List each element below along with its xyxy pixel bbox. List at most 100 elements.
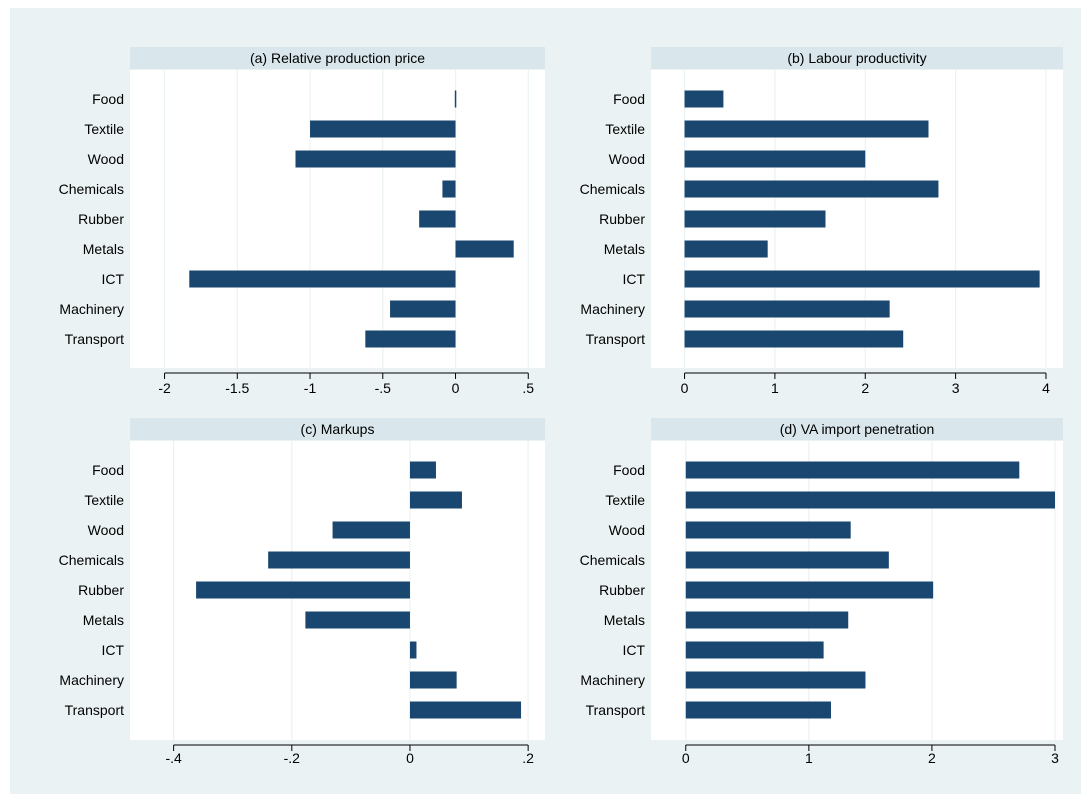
category-label: Rubber (599, 211, 645, 227)
category-label: Wood (88, 151, 124, 167)
bar-machinery (409, 671, 457, 689)
category-label: ICT (101, 271, 124, 287)
bar-rubber (684, 210, 826, 228)
bar-transport (685, 701, 831, 719)
x-tick-label: 1 (771, 380, 779, 396)
category-label: Wood (609, 151, 645, 167)
x-tick-label: 0 (681, 380, 689, 396)
bar-ict (409, 641, 417, 659)
bar-metals (455, 240, 514, 258)
category-label: Rubber (78, 582, 124, 598)
category-label: Machinery (580, 672, 645, 688)
category-label: Transport (586, 331, 646, 347)
panel-markups: (c) Markups Food Textile Wood Chemicals Rubbe… (59, 418, 545, 766)
category-label: ICT (101, 642, 124, 658)
category-label: ICT (622, 642, 645, 658)
bar-ict (685, 641, 824, 659)
x-tick-label: 3 (1051, 750, 1059, 766)
bar-food (454, 90, 457, 108)
x-tick-label: 0 (452, 380, 460, 396)
x-tick-label: -.5 (375, 380, 392, 396)
panel-title-strip (130, 47, 545, 69)
panel-relative-production-price: (a) Relative production price Food Textile… (59, 47, 545, 396)
x-tick-label: 3 (952, 380, 960, 396)
bar-chemicals (684, 180, 939, 198)
bar-metals (685, 611, 849, 629)
category-label: Transport (65, 702, 125, 718)
x-tick-label: .5 (522, 380, 534, 396)
bar-chemicals (268, 551, 410, 569)
bar-food (409, 461, 436, 479)
panel-title: (a) Relative production price (250, 50, 425, 66)
bar-transport (684, 330, 904, 348)
category-label: Machinery (59, 301, 124, 317)
category-label: Chemicals (580, 552, 645, 568)
category-label: Machinery (580, 301, 645, 317)
category-label: Textile (84, 492, 124, 508)
category-label: Rubber (599, 582, 645, 598)
x-tick-label: 2 (928, 750, 936, 766)
bar-machinery (685, 671, 866, 689)
panel-title: (c) Markups (301, 421, 375, 437)
bar-textile (684, 120, 929, 138)
bar-transport (365, 330, 456, 348)
bar-textile (409, 491, 462, 509)
category-label: Food (92, 91, 124, 107)
category-label: Metals (604, 241, 645, 257)
panel-title: (b) Labour productivity (787, 50, 926, 66)
panel-labour-productivity: (b) Labour productivity Food Textile Wood Ch… (580, 47, 1063, 396)
bar-wood (684, 150, 866, 168)
bar-wood (685, 521, 851, 539)
category-label: Metals (604, 612, 645, 628)
panel-title-strip (651, 418, 1063, 440)
x-tick-label: 4 (1042, 380, 1050, 396)
x-tick-label: -1 (304, 380, 317, 396)
bar-transport (409, 701, 522, 719)
category-label: Metals (83, 612, 124, 628)
panel-title-strip (130, 418, 545, 440)
bar-ict (684, 270, 1040, 288)
category-label: ICT (622, 271, 645, 287)
bar-chemicals (685, 551, 889, 569)
bar-machinery (390, 300, 456, 318)
category-label: Wood (609, 522, 645, 538)
category-label: Chemicals (59, 181, 124, 197)
panel-title-strip (651, 47, 1063, 69)
category-label: Chemicals (580, 181, 645, 197)
bar-rubber (196, 581, 410, 599)
category-label: Textile (84, 121, 124, 137)
bar-food (685, 461, 1020, 479)
category-label: Machinery (59, 672, 124, 688)
x-tick-label: 0 (406, 750, 414, 766)
x-tick-label: -.2 (284, 750, 301, 766)
x-tick-label: -2 (158, 380, 171, 396)
bar-metals (305, 611, 410, 629)
bar-rubber (419, 210, 456, 228)
category-label: Textile (605, 492, 645, 508)
x-tick-label: 2 (861, 380, 869, 396)
bar-textile (310, 120, 456, 138)
category-label: Textile (605, 121, 645, 137)
category-label: Chemicals (59, 552, 124, 568)
bar-ict (189, 270, 456, 288)
panel-va-import-penetration: (d) VA import penetration Food Textile Wood… (580, 418, 1063, 766)
plot-area (130, 70, 545, 368)
category-label: Wood (88, 522, 124, 538)
category-label: Food (92, 462, 124, 478)
bar-chemicals (442, 180, 456, 198)
category-label: Metals (83, 241, 124, 257)
bar-textile (685, 491, 1055, 509)
bar-rubber (685, 581, 934, 599)
category-label: Transport (65, 331, 125, 347)
x-tick-label: -.4 (165, 750, 182, 766)
panel-title: (d) VA import penetration (780, 421, 935, 437)
bar-wood (332, 521, 410, 539)
bar-metals (684, 240, 768, 258)
category-label: Transport (586, 702, 646, 718)
category-label: Food (613, 91, 645, 107)
x-tick-label: -1.5 (225, 380, 249, 396)
x-tick-label: .2 (522, 750, 534, 766)
category-label: Food (613, 462, 645, 478)
bar-wood (295, 150, 456, 168)
